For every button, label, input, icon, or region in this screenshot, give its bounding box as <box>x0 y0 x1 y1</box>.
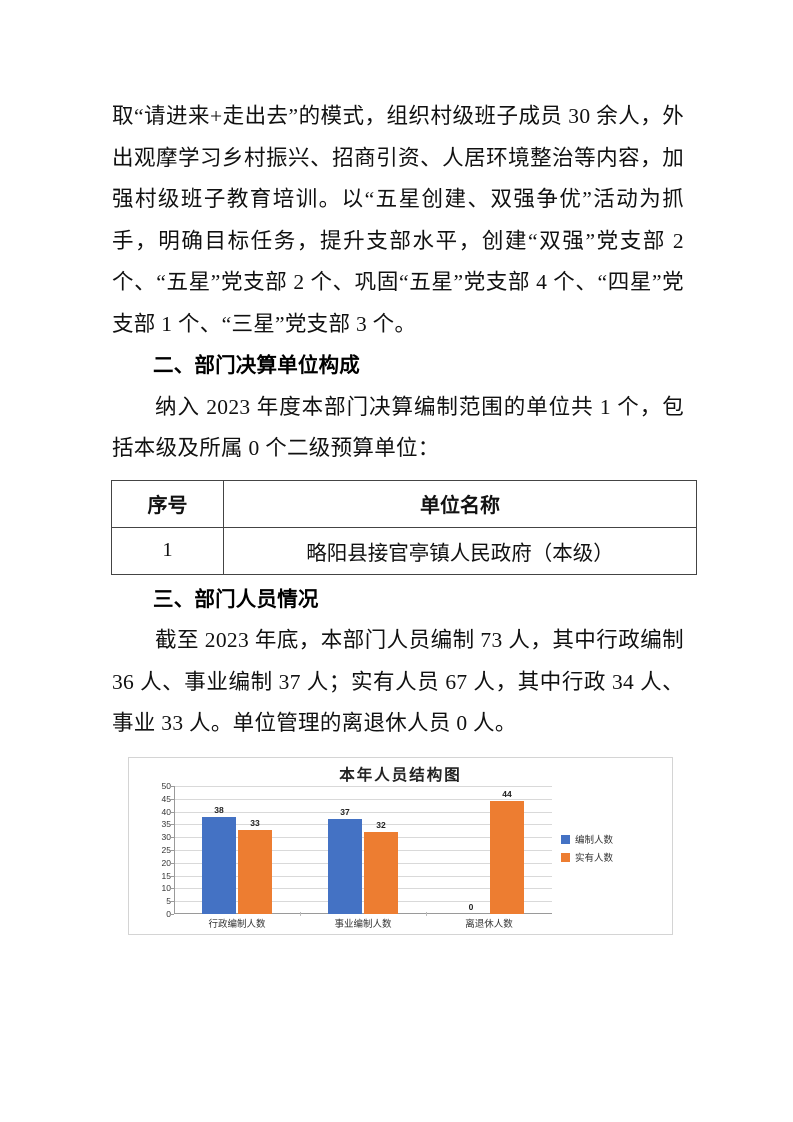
unit-composition-table: 序号 单位名称 1 略阳县接官亭镇人民政府（本级） <box>111 479 697 575</box>
chart-data-label: 32 <box>376 820 386 831</box>
chart-x-axis-line <box>174 912 552 914</box>
chart-legend-swatch <box>561 852 570 862</box>
chart-legend-item: 实有人数 <box>561 850 661 864</box>
chart-gridline <box>174 888 552 890</box>
chart-legend-label: 编制人数 <box>575 835 614 846</box>
chart-y-tick-mark <box>170 798 174 800</box>
chart-bar: 44 <box>490 789 524 914</box>
chart-y-tick-mark <box>170 901 174 903</box>
chart-y-tick-label: 20 <box>161 857 171 868</box>
section-two-paragraph: 纳入 2023 年度本部门决算编制范围的单位共 1 个，包括本级及所属 0 个二… <box>112 394 684 461</box>
chart-y-tick-label: 15 <box>161 870 171 881</box>
chart-y-tick-label: 50 <box>161 781 171 791</box>
chart-y-tick-mark <box>170 786 174 787</box>
chart-bar: 32 <box>364 820 398 914</box>
chart-category-label: 事业编制人数 <box>334 919 392 930</box>
chart-data-label: 37 <box>340 807 350 818</box>
chart-gridline <box>174 798 552 800</box>
chart-legend-item: 编制人数 <box>561 832 661 846</box>
chart-data-label: 0 <box>468 902 474 912</box>
chart-bar-group: 37 32 <box>328 786 398 914</box>
table-row: 1 略阳县接官亭镇人民政府（本级） <box>111 526 697 575</box>
chart-category-tick <box>300 912 301 916</box>
chart-y-tick-mark <box>170 914 174 915</box>
table-header-cell-no: 序号 <box>111 479 224 528</box>
chart-y-tick-mark <box>170 837 174 839</box>
chart-y-tick-label: 35 <box>161 819 171 830</box>
chart-y-tick-label: 40 <box>161 806 171 817</box>
chart-gridline <box>174 850 552 851</box>
chart-y-tick-mark <box>170 875 174 877</box>
section-heading-three: 三、部门人员情况 <box>153 587 319 611</box>
chart-data-label: 44 <box>502 789 512 800</box>
chart-bars-layer: 38 33 37 32 0 44 <box>174 786 552 914</box>
chart-plot-area: 0 5 10 15 20 25 30 35 40 45 50 38 33 37 32 0 44 <box>162 781 552 919</box>
chart-y-tick-label: 10 <box>161 883 171 894</box>
section-heading-two: 二、部门决算单位构成 <box>153 354 360 377</box>
chart-legend-label: 实有人数 <box>575 853 614 864</box>
section-three-paragraph: 截至 2023 年底，本部门人员编制 73 人，其中行政编制 36 人、事业编制… <box>112 628 684 735</box>
chart-y-tick-label: 5 <box>166 896 171 907</box>
chart-legend-swatch <box>561 834 570 844</box>
chart-y-tick-mark <box>170 888 174 890</box>
chart-gridline <box>174 862 552 864</box>
chart-data-label: 38 <box>214 804 224 815</box>
chart-y-axis-line <box>174 786 176 914</box>
chart-data-label: 33 <box>250 817 260 828</box>
table-header-row: 序号 单位名称 <box>111 479 697 528</box>
chart-y-tick-mark <box>170 862 174 864</box>
chart-bar-group: 0 44 <box>454 786 524 914</box>
chart-title: 本年人员结构图 <box>339 767 462 784</box>
chart-gridline <box>174 786 552 787</box>
chart-category-tick <box>426 912 427 916</box>
chart-category-label: 行政编制人数 <box>208 919 266 930</box>
table-cell-no: 1 <box>111 526 224 575</box>
chart-y-tick-label: 45 <box>161 793 171 804</box>
chart-gridline <box>174 824 552 826</box>
paragraph-continued: 取“请进来+走出去”的模式，组织村级班子成员 30 余人，外出观摩学习乡村振兴、… <box>112 104 684 336</box>
chart-y-tick-label: 0 <box>166 909 171 919</box>
table-header-cell-name: 单位名称 <box>223 479 697 528</box>
chart-category-labels: 行政编制人数 事业编制人数 离退休人数 <box>174 912 552 932</box>
chart-category-label: 离退休人数 <box>465 919 513 930</box>
table-cell-unit-name: 略阳县接官亭镇人民政府（本级） <box>223 526 697 575</box>
chart-gridline <box>174 811 552 813</box>
chart-gridline <box>174 901 552 903</box>
chart-y-tick-label: 30 <box>161 832 171 843</box>
chart-bar: 38 <box>202 805 236 914</box>
chart-bar-group: 38 33 <box>202 786 272 914</box>
chart-bar: 37 <box>328 807 362 914</box>
chart-y-tick-mark <box>170 824 174 826</box>
chart-y-tick-mark <box>170 850 174 851</box>
chart-gridline <box>174 875 552 877</box>
chart-legend: 编制人数 实有人数 <box>561 832 661 868</box>
chart-y-axis-labels: 0 5 10 15 20 25 30 35 40 45 50 <box>141 781 171 919</box>
document-body: 取“请进来+走出去”的模式，组织村级班子成员 30 余人，外出观摩学习乡村振兴、… <box>111 96 697 745</box>
chart-y-tick-label: 25 <box>161 845 171 855</box>
chart-bar: 33 <box>238 818 272 914</box>
personnel-structure-chart: 本年人员结构图 0 5 10 15 20 25 30 35 40 45 50 38 33 37 32 0 44… <box>128 757 673 935</box>
chart-y-tick-mark <box>170 811 174 813</box>
chart-gridline <box>174 837 552 839</box>
